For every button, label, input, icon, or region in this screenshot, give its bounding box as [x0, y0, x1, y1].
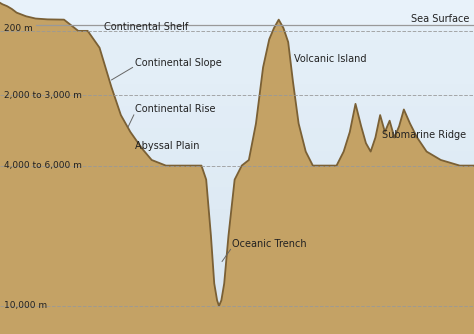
Bar	[0, 77, 474, 84]
Text: 10,000 m: 10,000 m	[4, 301, 47, 310]
Bar	[0, 106, 474, 114]
Bar	[0, 269, 474, 276]
Bar	[0, 305, 474, 313]
Text: Sea Surface: Sea Surface	[411, 14, 469, 24]
Bar	[0, 165, 474, 173]
Bar	[0, 298, 474, 305]
Text: Oceanic Trench: Oceanic Trench	[232, 239, 307, 249]
Bar	[0, 84, 474, 92]
Bar	[0, 283, 474, 291]
Bar	[0, 173, 474, 180]
Bar	[0, 313, 474, 320]
Bar	[0, 114, 474, 121]
Bar	[0, 121, 474, 128]
Bar	[0, 40, 474, 47]
Text: Continental Rise: Continental Rise	[135, 105, 216, 115]
Bar	[0, 33, 474, 40]
Bar	[0, 136, 474, 143]
Bar	[0, 231, 474, 239]
Text: Submarine Ridge: Submarine Ridge	[382, 130, 465, 140]
Text: 4,000 to 6,000 m: 4,000 to 6,000 m	[4, 161, 82, 170]
Bar	[0, 195, 474, 202]
Bar	[0, 128, 474, 136]
Bar	[0, 62, 474, 69]
Bar	[0, 291, 474, 298]
Bar	[0, 246, 474, 254]
Bar	[0, 55, 474, 62]
Text: Abyssal Plain: Abyssal Plain	[135, 141, 200, 151]
Bar	[0, 47, 474, 55]
Bar	[0, 69, 474, 77]
Bar	[0, 92, 474, 99]
Text: Continental Slope: Continental Slope	[135, 58, 222, 68]
Bar	[0, 276, 474, 283]
Text: Volcanic Island: Volcanic Island	[294, 54, 366, 64]
Bar	[0, 158, 474, 165]
Bar	[0, 143, 474, 151]
Bar	[0, 261, 474, 269]
Bar	[0, 25, 474, 33]
Text: 200 m: 200 m	[4, 24, 33, 33]
Polygon shape	[0, 0, 474, 306]
Bar	[0, 254, 474, 261]
Bar	[0, 187, 474, 195]
Polygon shape	[0, 3, 474, 334]
Text: Continental Shelf: Continental Shelf	[104, 22, 189, 32]
Bar	[0, 99, 474, 106]
Bar	[0, 180, 474, 187]
Bar	[0, 151, 474, 158]
Bar	[0, 209, 474, 217]
Text: 2,000 to 3,000 m: 2,000 to 3,000 m	[4, 91, 82, 100]
Bar	[0, 224, 474, 231]
Bar	[0, 217, 474, 224]
Bar	[0, 202, 474, 209]
Bar	[0, 239, 474, 246]
